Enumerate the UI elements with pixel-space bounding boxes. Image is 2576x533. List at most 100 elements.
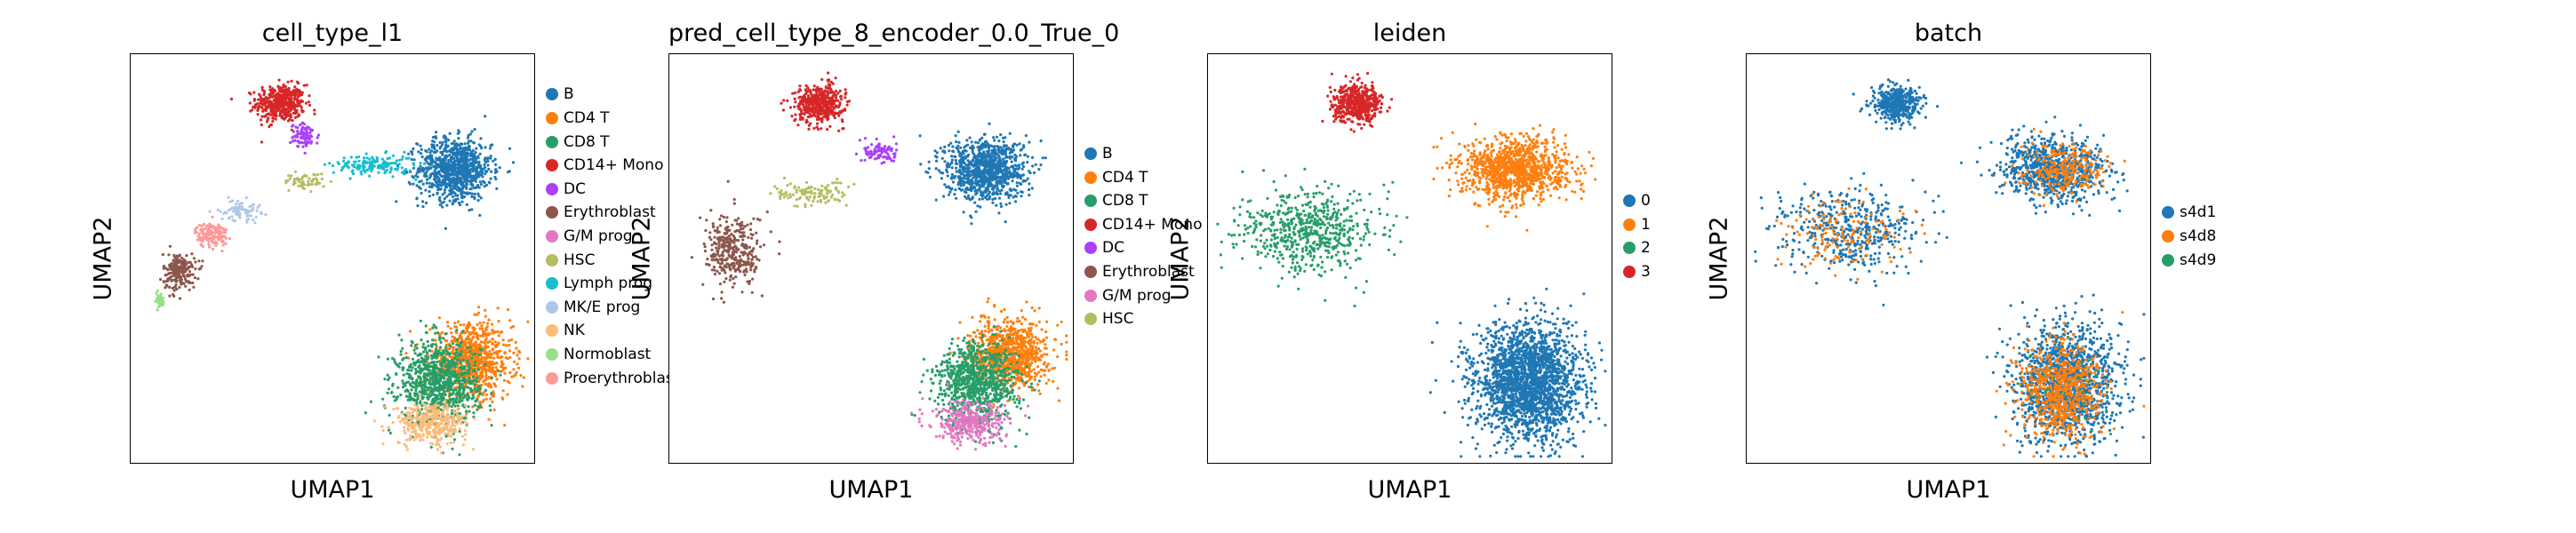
point [475, 147, 478, 150]
point [349, 155, 353, 159]
point [313, 108, 316, 112]
point [415, 171, 419, 175]
point [260, 115, 264, 118]
point [473, 167, 476, 171]
point [476, 185, 479, 188]
point [459, 159, 462, 163]
point [468, 158, 471, 162]
point [441, 181, 444, 185]
point [433, 147, 436, 151]
point [480, 170, 484, 173]
point [476, 192, 480, 195]
point [290, 107, 293, 110]
point [472, 178, 476, 181]
point [283, 107, 286, 110]
point [484, 160, 488, 164]
point [464, 182, 468, 186]
point [436, 192, 439, 195]
point [288, 100, 292, 104]
point [489, 156, 492, 160]
point [489, 147, 492, 150]
point [453, 187, 457, 190]
cluster-dc [289, 122, 320, 155]
point [260, 123, 263, 127]
point [477, 195, 481, 198]
point [265, 107, 268, 110]
point [471, 164, 475, 168]
point [284, 115, 288, 119]
point [421, 182, 425, 186]
point [434, 131, 438, 134]
point [277, 78, 281, 82]
point [252, 105, 255, 109]
point [464, 176, 468, 179]
point [434, 161, 437, 164]
point [308, 94, 311, 98]
point [489, 155, 492, 158]
point [508, 147, 512, 150]
point [283, 96, 286, 99]
point [276, 106, 279, 109]
point [493, 157, 497, 161]
point [418, 180, 421, 184]
point [444, 171, 448, 175]
point [299, 123, 302, 127]
cluster-lymph-prog [312, 149, 434, 181]
point [302, 141, 306, 145]
point [382, 167, 386, 171]
point [444, 227, 447, 230]
point [487, 167, 491, 171]
point [306, 141, 309, 145]
point [305, 131, 308, 134]
point [273, 99, 276, 102]
point [444, 140, 448, 144]
point [293, 139, 297, 142]
point [465, 173, 468, 177]
point [340, 169, 343, 172]
point [426, 178, 429, 181]
point [300, 130, 304, 133]
point [460, 191, 463, 195]
point [460, 177, 463, 181]
point [408, 182, 412, 186]
point [285, 94, 289, 99]
point [418, 168, 422, 171]
point [430, 149, 434, 153]
point [452, 163, 455, 167]
point [460, 149, 464, 153]
point [463, 195, 467, 199]
point [304, 127, 308, 131]
point [268, 96, 271, 99]
point [293, 115, 297, 119]
point [273, 89, 277, 92]
point [268, 125, 271, 129]
point [299, 141, 302, 145]
point [437, 171, 441, 175]
point [313, 112, 316, 115]
point [468, 209, 471, 212]
point [416, 175, 420, 179]
point [408, 169, 412, 172]
point [308, 137, 311, 140]
point [450, 165, 453, 169]
point [470, 208, 474, 211]
point [229, 97, 234, 101]
point [309, 134, 313, 138]
point [286, 119, 290, 123]
point [444, 146, 447, 149]
point [484, 146, 487, 149]
point [284, 84, 287, 89]
point [260, 85, 264, 89]
point [259, 101, 262, 105]
point [267, 112, 270, 115]
point [507, 171, 510, 174]
cluster-cd14-mono [229, 78, 316, 144]
point [460, 195, 464, 199]
point [433, 173, 436, 177]
point [437, 177, 441, 180]
point [475, 160, 478, 163]
point [332, 171, 335, 174]
point [419, 152, 423, 155]
point [490, 170, 493, 173]
point [300, 93, 304, 97]
